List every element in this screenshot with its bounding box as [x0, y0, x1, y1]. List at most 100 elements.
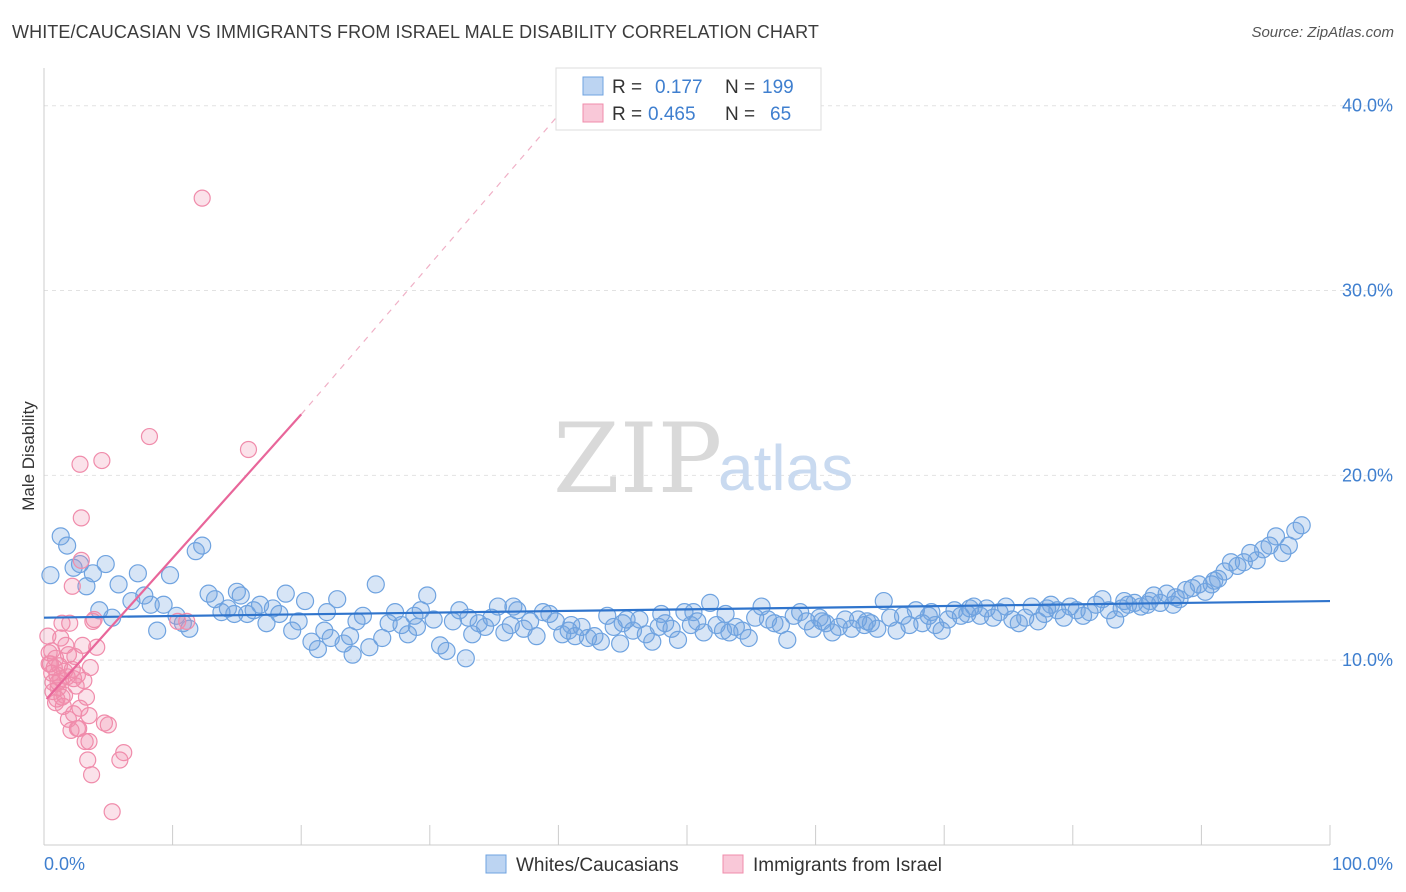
point-whites [276, 584, 295, 603]
point-whites [51, 527, 70, 546]
point-whites [315, 621, 334, 640]
point-whites [193, 536, 212, 555]
point-whites [128, 564, 147, 583]
point-israel [88, 638, 106, 656]
legend-swatch-israel [722, 854, 744, 874]
point-israel [72, 551, 90, 569]
y-tick-label: 30.0% [1342, 281, 1393, 301]
point-israel [81, 658, 99, 677]
point-whites [482, 608, 501, 627]
y-tick-label: 20.0% [1342, 465, 1393, 485]
stats-r-value-blue: 0.177 [655, 77, 703, 98]
point-whites [1106, 610, 1125, 629]
point-whites [765, 614, 784, 633]
point-whites [778, 630, 797, 649]
y-axis-label: Male Disability [19, 401, 38, 511]
point-whites [1273, 543, 1292, 563]
point-whites [495, 623, 514, 642]
watermark-atlas: atlas [718, 432, 853, 504]
point-israel [77, 688, 96, 706]
point-whites [283, 621, 302, 640]
point-whites [456, 649, 475, 668]
pink-trend-extension [300, 107, 566, 415]
point-israel [53, 614, 71, 632]
point-israel [239, 440, 258, 459]
point-whites [540, 604, 559, 624]
y-tick-label: 40.0% [1342, 96, 1393, 116]
point-israel [178, 612, 196, 630]
legend-label-whites: Whites/Caucasians [516, 855, 679, 876]
point-israel [80, 732, 98, 751]
point-israel [82, 766, 101, 784]
point-whites [302, 632, 321, 651]
point-israel [52, 629, 70, 647]
point-whites [739, 628, 758, 648]
point-israel [40, 655, 58, 673]
x-tick-label: 100.0% [1332, 854, 1393, 874]
x-tick-label: 0.0% [44, 854, 85, 874]
point-whites [308, 639, 328, 659]
point-whites [366, 575, 385, 594]
watermark-zip: ZIP [553, 403, 722, 515]
point-whites [360, 638, 379, 657]
point-whites [407, 617, 427, 637]
point-whites [475, 617, 495, 637]
point-whites [591, 632, 610, 651]
point-whites [41, 566, 60, 585]
stats-n-value-blue: 199 [762, 77, 794, 98]
trend-lines [43, 413, 1331, 700]
point-whites [328, 590, 347, 609]
chart-title: WHITE/CAUCASIAN VS IMMIGRANTS FROM ISRAE… [12, 22, 819, 42]
point-israel [103, 803, 121, 821]
x-tick-labels: 0.0% 100.0% [44, 854, 1393, 874]
trend-line-israel-extension [300, 107, 566, 415]
point-whites [662, 619, 681, 638]
point-israel [73, 636, 92, 654]
point-whites [225, 604, 244, 624]
legend-label-israel: Immigrants from Israel [753, 855, 942, 876]
point-whites [684, 603, 703, 622]
stats-box: R = 0.177 N = 199 R = 0.465 N = 65 [555, 67, 822, 131]
point-whites [317, 603, 337, 622]
axes [43, 68, 1331, 846]
point-whites [562, 615, 581, 635]
legend-swatch-whites [485, 854, 507, 874]
stats-r-label-pink: R = [612, 104, 642, 125]
chart-source: Source: ZipAtlas.com [1251, 24, 1394, 41]
stats-n-value-pink: 65 [770, 104, 791, 125]
point-whites [1292, 516, 1311, 535]
point-whites [652, 604, 671, 624]
point-israel [68, 719, 87, 738]
point-whites [96, 554, 115, 574]
point-whites [83, 564, 102, 583]
point-whites [343, 645, 362, 664]
point-whites [668, 630, 688, 649]
point-whites [1166, 588, 1185, 607]
point-whites [1140, 591, 1160, 611]
point-whites [148, 621, 167, 640]
stats-n-label-blue: N = [725, 77, 755, 98]
trend-line-whites [43, 599, 1331, 619]
point-whites [141, 595, 160, 614]
point-whites [874, 591, 893, 611]
point-israel [72, 509, 90, 527]
point-whites [932, 621, 951, 640]
point-israel [169, 612, 187, 630]
point-whites [135, 586, 154, 605]
legend: Whites/Caucasians Immigrants from Israel [485, 854, 942, 876]
point-whites [58, 536, 77, 555]
point-whites [1189, 575, 1208, 594]
point-israel [71, 455, 89, 473]
point-whites [437, 641, 456, 661]
point-whites [1115, 591, 1134, 611]
point-whites [424, 610, 443, 629]
point-whites [812, 612, 832, 631]
y-tick-labels: 10.0% 20.0% 30.0% 40.0% [1342, 96, 1393, 670]
point-whites [922, 603, 941, 622]
point-whites [868, 619, 887, 638]
point-whites [295, 591, 315, 611]
point-whites [613, 614, 632, 633]
point-israel [99, 716, 117, 734]
point-whites [1037, 599, 1057, 618]
point-whites [392, 615, 411, 635]
